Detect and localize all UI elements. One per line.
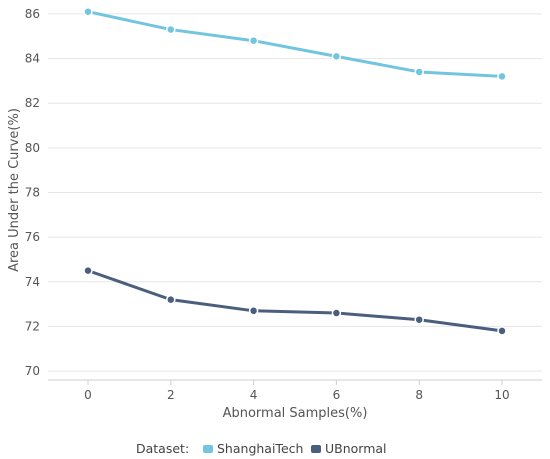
y-tick-label-2: 74	[25, 275, 40, 289]
data-point-ubnormal-1	[166, 294, 176, 305]
x-axis: 0 2 4 6 8 10	[48, 379, 542, 402]
y-tick-label-4: 78	[25, 186, 40, 200]
series-line-ubnormal	[86, 269, 504, 333]
data-point-shanghaitech-5	[497, 71, 507, 82]
x-tick-label-2: 4	[250, 388, 258, 402]
y-tick-label-6: 82	[25, 96, 40, 110]
data-point-ubnormal-0	[83, 265, 93, 276]
legend-label-ubnormal: UBnormal	[325, 441, 387, 456]
y-tick-label-3: 76	[25, 230, 40, 244]
legend: Dataset: ShanghaiTech UBnormal	[136, 441, 387, 456]
x-tick-label-3: 6	[333, 388, 341, 402]
y-axis-ticks: 70 72 74 76 78 80 82 84 86	[25, 7, 40, 378]
data-point-ubnormal-3	[331, 308, 342, 318]
x-tick-label-4: 8	[415, 388, 423, 402]
y-tick-label-5: 80	[25, 141, 40, 155]
x-axis-title: Abnormal Samples(%)	[223, 406, 368, 421]
data-point-shanghaitech-3	[331, 51, 342, 62]
legend-swatch-ubnormal	[311, 445, 321, 453]
x-tick-label-0: 0	[84, 388, 92, 402]
legend-swatch-shanghaitech	[203, 445, 213, 453]
legend-title: Dataset:	[136, 441, 189, 456]
data-point-shanghaitech-0	[83, 6, 93, 17]
series-layer	[83, 6, 507, 336]
y-axis-title: Area Under the Curve(%)	[7, 108, 22, 272]
data-point-ubnormal-5	[497, 326, 507, 336]
data-point-ubnormal-4	[414, 314, 424, 325]
y-tick-label-8: 86	[25, 7, 40, 21]
data-point-ubnormal-2	[248, 306, 259, 316]
y-tick-label-1: 72	[25, 319, 40, 333]
grid-lines	[48, 13, 542, 372]
data-point-shanghaitech-1	[166, 24, 176, 35]
y-tick-label-0: 70	[25, 364, 40, 378]
data-point-shanghaitech-2	[248, 35, 259, 46]
y-tick-label-7: 84	[25, 52, 40, 66]
legend-label-shanghaitech: ShanghaiTech	[217, 441, 303, 456]
data-point-shanghaitech-4	[414, 67, 424, 77]
x-tick-label-5: 10	[494, 388, 509, 402]
series-line-shanghaitech	[86, 10, 504, 78]
x-tick-label-1: 2	[167, 388, 175, 402]
